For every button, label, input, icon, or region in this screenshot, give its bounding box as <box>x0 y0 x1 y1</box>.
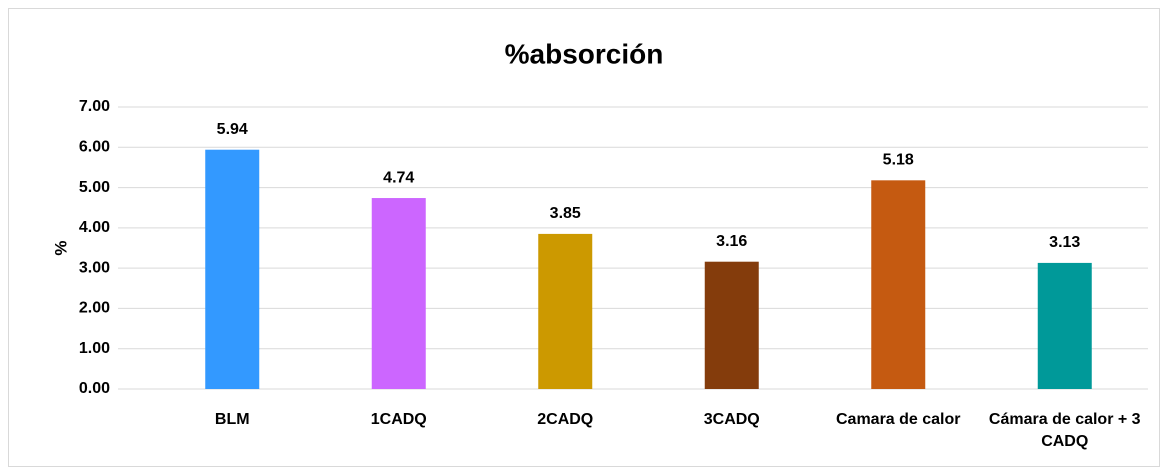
x-tick-label: Camara de calor <box>835 411 961 428</box>
bar <box>538 233 593 389</box>
data-label: 3.16 <box>716 233 747 250</box>
y-tick-label: 4.00 <box>79 219 110 236</box>
x-tick-label: BLM <box>214 411 250 428</box>
bar <box>704 261 759 389</box>
x-tick-label: Cámara de calor + 3 CADQ <box>988 411 1141 450</box>
x-tick-label: 1CADQ <box>370 411 427 428</box>
bar <box>871 180 926 389</box>
bar <box>205 149 260 389</box>
data-label: 4.74 <box>383 169 414 186</box>
y-tick-label: 0.00 <box>79 380 110 397</box>
bar <box>1037 262 1092 389</box>
y-tick-label: 3.00 <box>79 259 110 276</box>
y-tick-label: 1.00 <box>79 340 110 357</box>
data-label: 5.94 <box>217 121 248 138</box>
y-tick-label: 7.00 <box>79 98 110 115</box>
bar <box>371 198 426 389</box>
y-tick-label: 6.00 <box>79 139 110 156</box>
x-tick-label: 3CADQ <box>703 411 760 428</box>
data-label: 3.13 <box>1049 234 1080 251</box>
data-label: 3.85 <box>550 205 581 222</box>
chart-title: %absorción <box>505 38 664 69</box>
y-axis-label: % <box>51 240 70 255</box>
data-label: 5.18 <box>883 152 914 169</box>
y-tick-label: 2.00 <box>79 300 110 317</box>
y-tick-label: 5.00 <box>79 179 110 196</box>
x-tick-label: 2CADQ <box>537 411 594 428</box>
